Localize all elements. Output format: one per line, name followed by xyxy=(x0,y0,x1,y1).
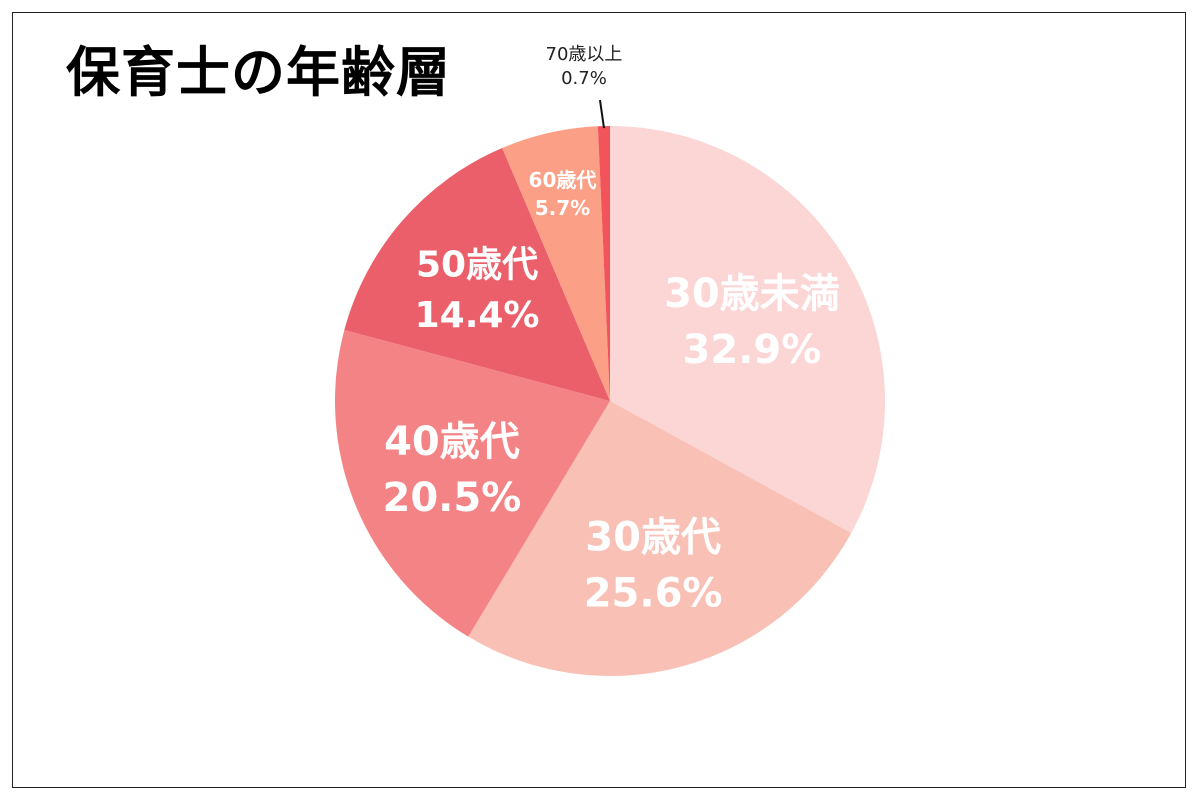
slice-value-3: 20.5% xyxy=(383,475,522,521)
slice-name-2: 30歳代 xyxy=(585,514,721,560)
slice-label-5: 60歳代 5.7% xyxy=(529,168,597,220)
slice-value-5: 5.7% xyxy=(535,196,590,220)
slice-label-1: 30歳未満 32.9% xyxy=(664,271,840,373)
slice-label-3: 40歳代 20.5% xyxy=(383,419,522,521)
pie-labels: 30歳未満 32.9% 30歳代 25.6% 40歳代 20.5% 50歳代 14.4% 60歳… xyxy=(383,44,840,616)
slice-value-4: 14.4% xyxy=(415,295,540,336)
slice-value-6: 0.7% xyxy=(561,68,607,89)
pie-slice-4 xyxy=(344,148,610,401)
leader-line-6 xyxy=(598,99,605,129)
pie-slice-2 xyxy=(468,401,852,676)
pie-slice-3 xyxy=(334,329,610,637)
slice-name-6: 70歳以上 xyxy=(546,44,623,65)
slice-name-4: 50歳代 xyxy=(416,245,538,286)
pie-slice-6 xyxy=(597,126,610,401)
pie-slices xyxy=(334,126,886,676)
slice-value-2: 25.6% xyxy=(584,570,723,616)
slice-name-3: 40歳代 xyxy=(384,419,520,465)
slice-label-2: 30歳代 25.6% xyxy=(584,514,723,616)
pie-slice-5 xyxy=(502,126,610,401)
slice-label-6: 70歳以上 0.7% xyxy=(546,44,623,89)
slice-name-1: 30歳未満 xyxy=(664,271,840,317)
slice-value-1: 32.9% xyxy=(683,327,822,373)
pie-slice-1 xyxy=(610,126,886,533)
slice-name-5: 60歳代 xyxy=(529,168,597,192)
slice-label-4: 50歳代 14.4% xyxy=(415,245,540,336)
chart-title: 保育士の年齢層 xyxy=(66,41,451,104)
